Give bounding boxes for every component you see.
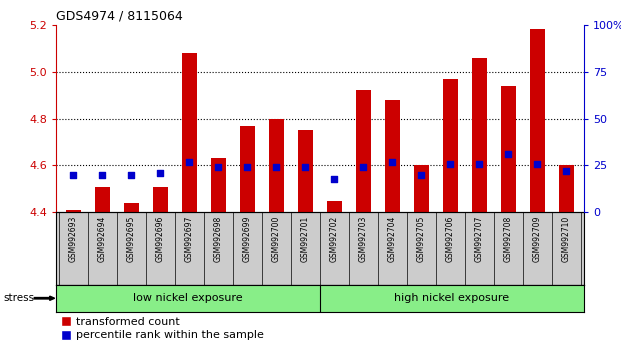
Text: GSM992694: GSM992694 [97,216,107,262]
Point [504,152,514,157]
Text: GSM992693: GSM992693 [69,216,78,262]
Bar [530,29,545,212]
Point [184,159,194,165]
Point [126,172,136,178]
Point [329,176,339,182]
Bar [501,86,515,212]
Point [445,161,455,166]
Point [561,168,571,174]
Text: GSM992698: GSM992698 [214,216,223,262]
Text: GSM992708: GSM992708 [504,216,513,262]
Legend: transformed count, percentile rank within the sample: transformed count, percentile rank withi… [61,317,264,341]
Bar [443,79,458,212]
Text: GSM992701: GSM992701 [301,216,310,262]
Bar [356,91,371,212]
Point [416,172,426,178]
Bar [153,187,168,212]
Bar [327,201,342,212]
Point [68,172,78,178]
Text: GSM992706: GSM992706 [446,216,455,262]
Bar [385,100,399,212]
Text: GSM992697: GSM992697 [185,216,194,262]
Point [532,161,542,166]
Text: GSM992699: GSM992699 [243,216,252,262]
Bar [298,130,312,212]
Point [214,165,224,170]
Text: GSM992707: GSM992707 [475,216,484,262]
Bar [182,53,197,212]
Text: high nickel exposure: high nickel exposure [394,293,509,303]
Text: GSM992695: GSM992695 [127,216,136,262]
Text: low nickel exposure: low nickel exposure [133,293,243,303]
Text: stress: stress [3,293,34,303]
Text: GSM992703: GSM992703 [359,216,368,262]
Text: GSM992705: GSM992705 [417,216,426,262]
Point [155,170,165,176]
Bar [559,166,574,212]
Point [301,165,310,170]
Point [242,165,252,170]
Point [474,161,484,166]
Text: GSM992696: GSM992696 [156,216,165,262]
Bar [240,126,255,212]
Bar [414,166,428,212]
Text: GDS4974 / 8115064: GDS4974 / 8115064 [56,9,183,22]
Point [358,165,368,170]
Bar [124,203,138,212]
Bar [66,210,81,212]
Bar [211,159,225,212]
Text: GSM992702: GSM992702 [330,216,339,262]
Text: GSM992709: GSM992709 [533,216,542,262]
Bar [269,119,284,212]
Text: GSM992700: GSM992700 [272,216,281,262]
Bar [95,187,109,212]
Bar [472,58,487,212]
Point [388,159,397,165]
Text: GSM992710: GSM992710 [562,216,571,262]
Point [271,165,281,170]
Text: GSM992704: GSM992704 [388,216,397,262]
Point [97,172,107,178]
